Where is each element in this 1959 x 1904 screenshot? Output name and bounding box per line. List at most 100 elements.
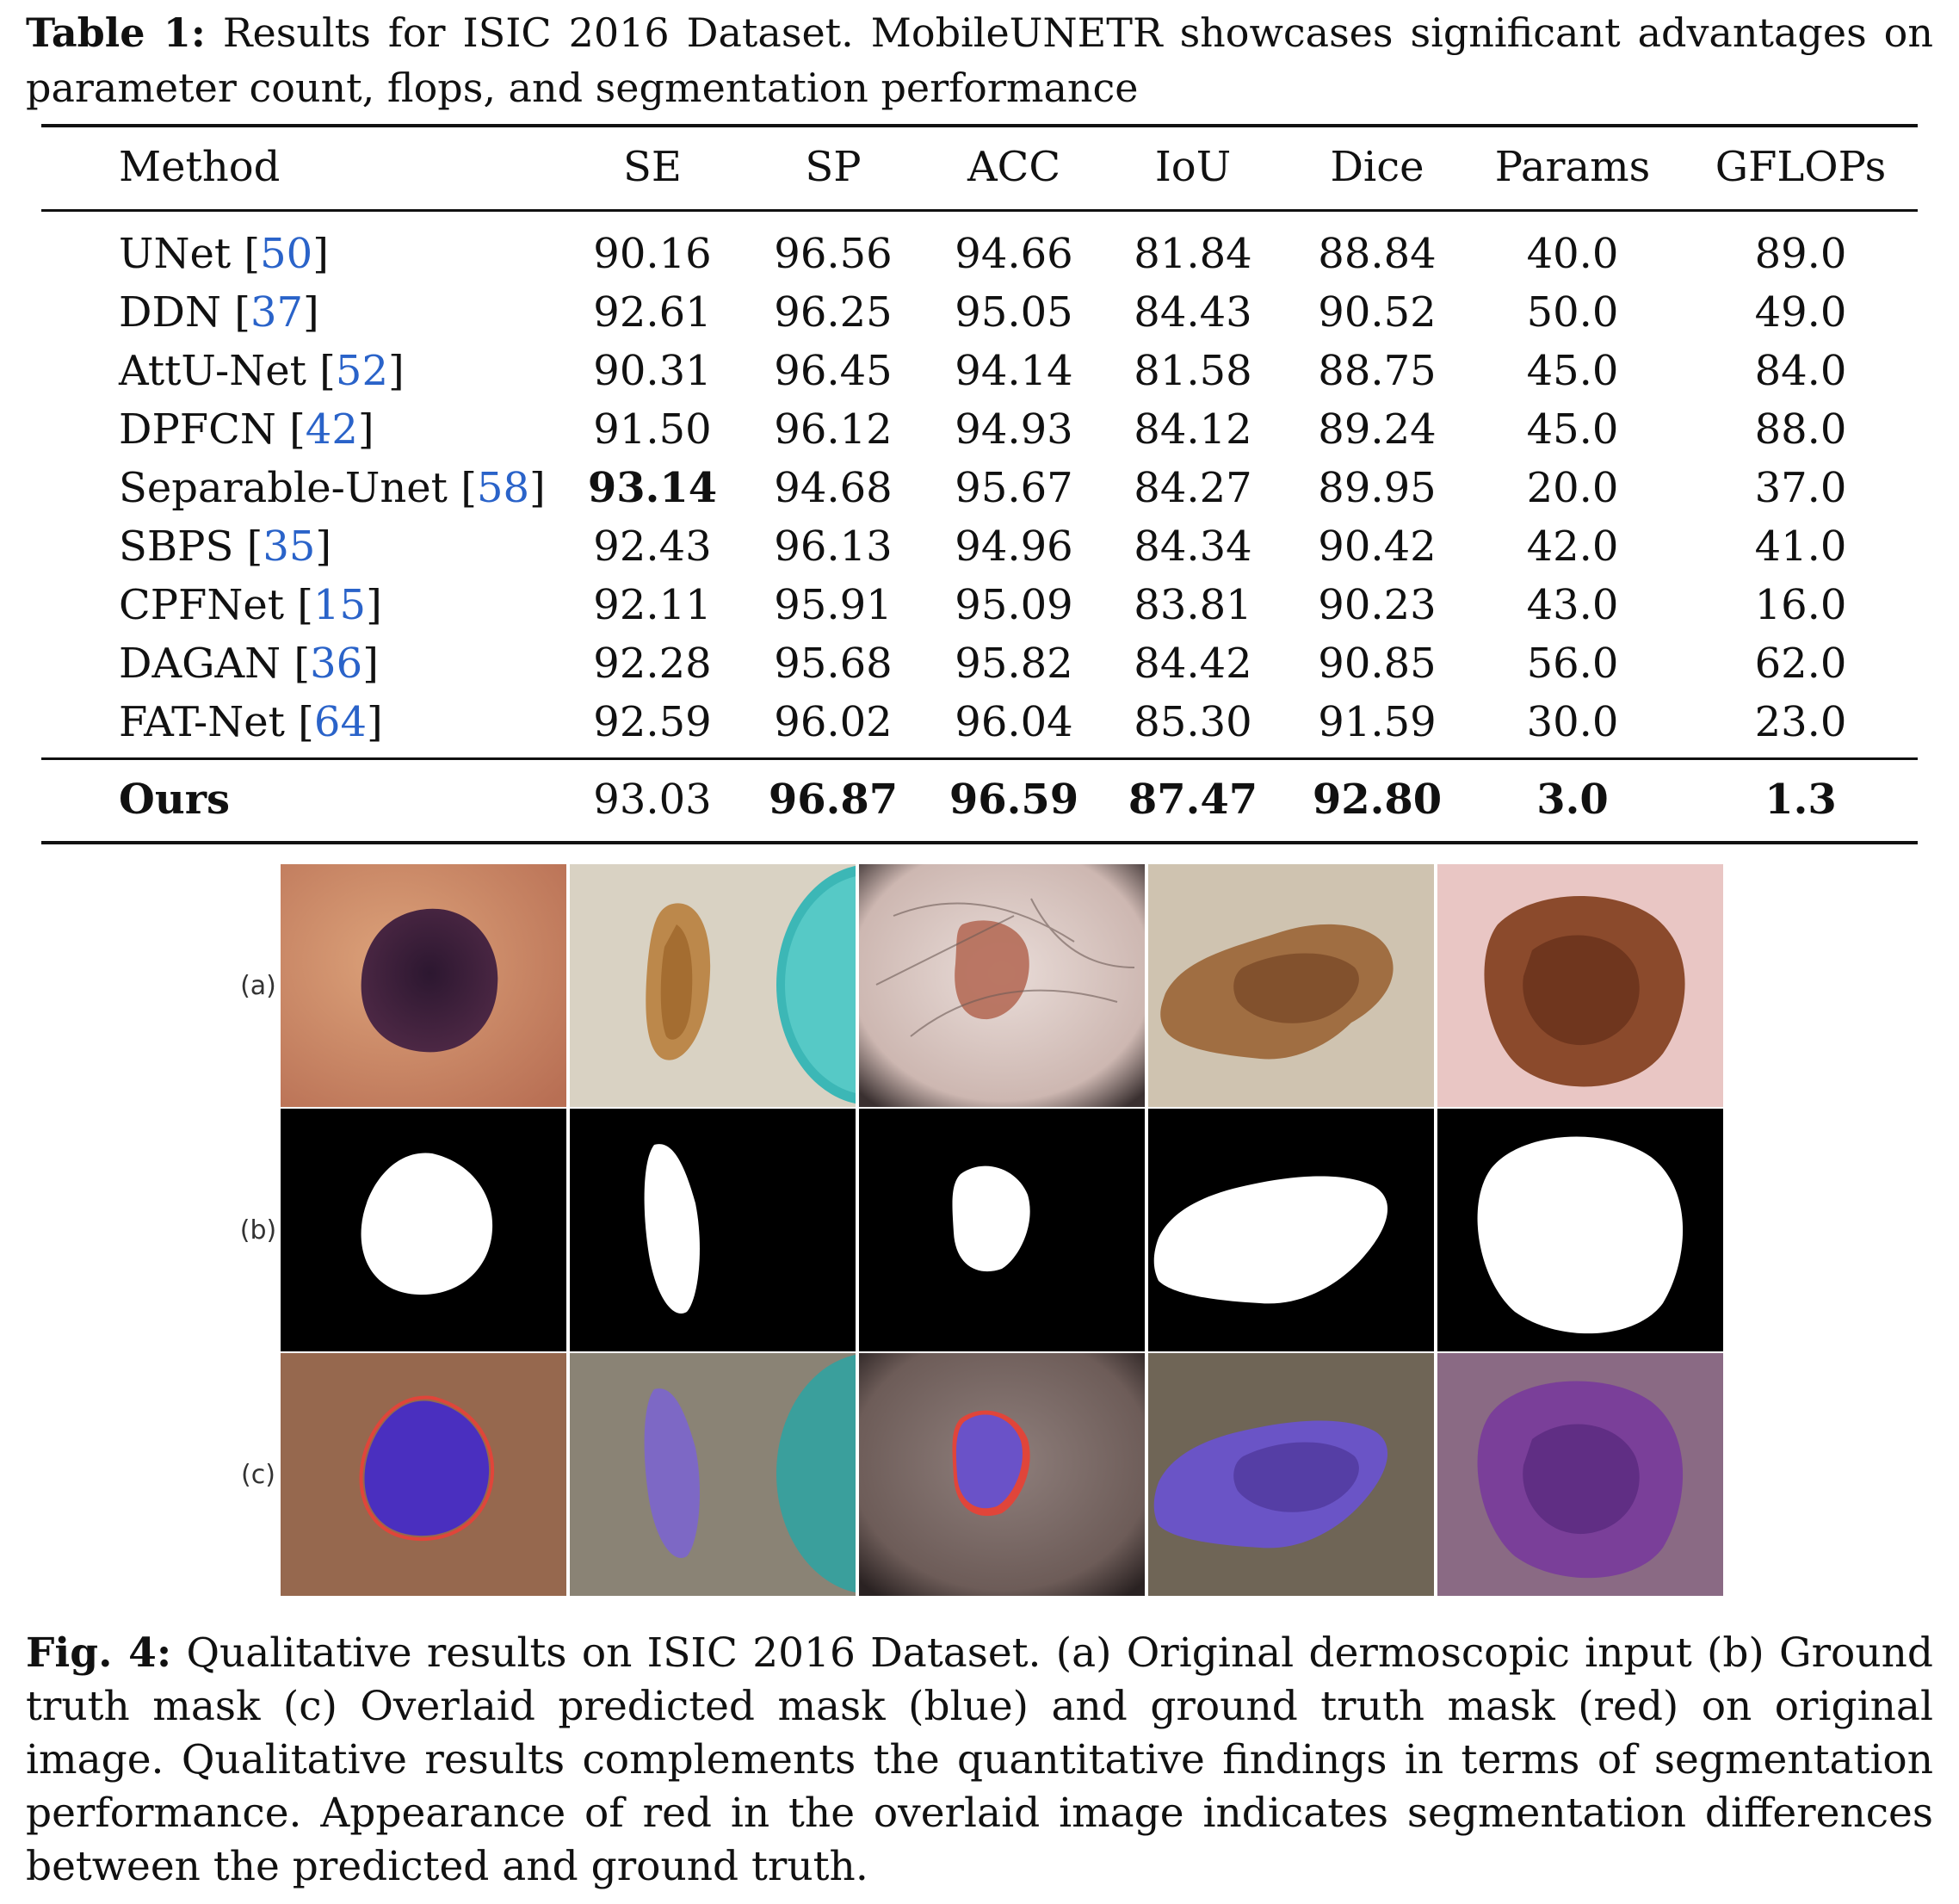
fig-row-label-a: (a) <box>240 971 276 1001</box>
se-cell: 92.28 <box>593 640 712 688</box>
se-cell: 92.43 <box>593 522 712 571</box>
sp-cell: 94.68 <box>774 464 893 512</box>
table-top-rule <box>41 124 1918 127</box>
method-cell: Separable-Unet [58] <box>119 464 546 512</box>
dice-cell: 89.24 <box>1318 405 1437 454</box>
ground-truth-mask-4 <box>1148 1109 1434 1351</box>
citation-link[interactable]: 36 <box>310 640 363 688</box>
citation-link[interactable]: 50 <box>260 230 313 278</box>
acc-cell: 94.14 <box>955 347 1073 395</box>
header-method: Method <box>119 143 281 191</box>
figure-caption: Fig. 4: Qualitative results on ISIC 2016… <box>26 1627 1933 1894</box>
acc-cell: 96.04 <box>955 698 1073 746</box>
citation-link[interactable]: 37 <box>250 288 304 337</box>
iou-cell: 84.34 <box>1134 522 1252 571</box>
sp-cell: 96.45 <box>774 347 893 395</box>
citation-link[interactable]: 35 <box>263 522 316 571</box>
ours-method: Ours <box>119 776 231 824</box>
table-row: Separable-Unet [58] 93.14 94.68 95.67 84.27 8… <box>41 460 1918 516</box>
dice-cell: 90.52 <box>1318 288 1437 337</box>
method-name: Separable-Unet <box>119 464 448 512</box>
ground-truth-mask-3 <box>859 1109 1145 1351</box>
method-name: UNet <box>119 230 232 278</box>
table-row: CPFNet [15] 92.11 95.91 95.09 83.81 90.23 43.0… <box>41 577 1918 634</box>
se-cell: 91.50 <box>593 405 712 454</box>
gflops-cell: 37.0 <box>1754 464 1847 512</box>
params-cell: 42.0 <box>1526 522 1619 571</box>
method-name: CPFNet <box>119 581 285 629</box>
table-row: AttU-Net [52] 90.31 96.45 94.14 81.58 88.75 45… <box>41 343 1918 399</box>
citation-link[interactable]: 52 <box>335 347 388 395</box>
sp-cell: 96.02 <box>774 698 893 746</box>
figure-caption-label: Fig. 4: <box>26 1629 172 1677</box>
dice-cell: 89.95 <box>1318 464 1437 512</box>
citation-link[interactable]: 58 <box>476 464 530 512</box>
citation-link[interactable]: 64 <box>313 698 367 746</box>
ours-sp: 96.87 <box>768 776 899 824</box>
iou-cell: 84.12 <box>1134 405 1252 454</box>
header-sp: SP <box>805 143 862 191</box>
dermoscopic-image-2 <box>570 864 856 1107</box>
acc-cell: 95.05 <box>955 288 1073 337</box>
acc-cell: 95.67 <box>955 464 1073 512</box>
ours-se: 93.03 <box>593 776 712 824</box>
method-cell: UNet [50] <box>119 230 329 278</box>
params-cell: 20.0 <box>1526 464 1619 512</box>
ours-acc: 96.59 <box>949 776 1079 824</box>
sp-cell: 96.25 <box>774 288 893 337</box>
overlay-image-1 <box>281 1353 566 1596</box>
method-name: DAGAN <box>119 640 281 688</box>
gflops-cell: 88.0 <box>1754 405 1847 454</box>
dermoscopic-image-3 <box>859 864 1145 1107</box>
gflops-cell: 62.0 <box>1754 640 1847 688</box>
ground-truth-mask-5 <box>1437 1109 1723 1351</box>
sp-cell: 96.12 <box>774 405 893 454</box>
header-acc: ACC <box>967 143 1061 191</box>
citation-link[interactable]: 42 <box>305 405 358 454</box>
params-cell: 56.0 <box>1526 640 1619 688</box>
table-caption-text: Results for ISIC 2016 Dataset. MobileUNE… <box>26 9 1933 111</box>
iou-cell: 81.84 <box>1134 230 1252 278</box>
fig-row-label-c: (c) <box>241 1460 275 1490</box>
table-bottom-rule <box>41 841 1918 844</box>
header-iou: IoU <box>1154 143 1232 191</box>
figure-caption-text: Qualitative results on ISIC 2016 Dataset… <box>26 1629 1933 1890</box>
method-name: DPFCN <box>119 405 276 454</box>
table-row: SBPS [35] 92.43 96.13 94.96 84.34 90.42 42.0 41… <box>41 518 1918 575</box>
dermoscopic-image-1 <box>281 864 566 1107</box>
acc-cell: 95.82 <box>955 640 1073 688</box>
overlay-image-2 <box>570 1353 856 1596</box>
se-cell: 93.14 <box>587 464 718 512</box>
iou-cell: 85.30 <box>1134 698 1252 746</box>
method-cell: DAGAN [36] <box>119 640 379 688</box>
params-cell: 45.0 <box>1526 405 1619 454</box>
table-header-rule <box>41 209 1918 212</box>
table-row: FAT-Net [64] 92.59 96.02 96.04 85.30 91.59 30.… <box>41 694 1918 751</box>
sp-cell: 95.68 <box>774 640 893 688</box>
ground-truth-mask-2 <box>570 1109 856 1351</box>
iou-cell: 81.58 <box>1134 347 1252 395</box>
overlay-image-5 <box>1437 1353 1723 1596</box>
method-name: DDN <box>119 288 221 337</box>
table-header-row: Method SE SP ACC IoU Dice Params GFLOPs <box>41 139 1918 195</box>
ours-gflops: 1.3 <box>1764 776 1837 824</box>
se-cell: 90.16 <box>593 230 712 278</box>
ground-truth-mask-1 <box>281 1109 566 1351</box>
table-row: DAGAN [36] 92.28 95.68 95.82 84.42 90.85 56.0 6… <box>41 635 1918 692</box>
ours-iou: 87.47 <box>1128 776 1258 824</box>
dermoscopic-image-5 <box>1437 864 1723 1107</box>
gflops-cell: 49.0 <box>1754 288 1847 337</box>
header-dice: Dice <box>1330 143 1424 191</box>
citation-link[interactable]: 15 <box>313 581 367 629</box>
table-row: DPFCN [42] 91.50 96.12 94.93 84.12 89.24 45.0 8… <box>41 401 1918 458</box>
method-cell: DDN [37] <box>119 288 319 337</box>
sp-cell: 96.56 <box>774 230 893 278</box>
overlay-image-4 <box>1148 1353 1434 1596</box>
method-name: FAT-Net <box>119 698 285 746</box>
ours-dice: 92.80 <box>1312 776 1443 824</box>
gflops-cell: 23.0 <box>1754 698 1847 746</box>
acc-cell: 95.09 <box>955 581 1073 629</box>
se-cell: 92.11 <box>593 581 712 629</box>
fig-row-label-b: (b) <box>239 1215 277 1246</box>
overlay-image-3 <box>859 1353 1145 1596</box>
